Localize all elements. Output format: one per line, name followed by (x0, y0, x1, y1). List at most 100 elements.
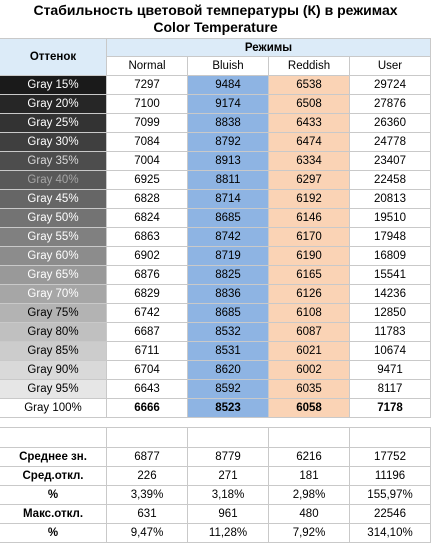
reddish-header: Reddish (269, 57, 350, 76)
value-reddish: 6433 (269, 114, 350, 133)
stat-value-normal: 6877 (107, 448, 188, 467)
value-bluish: 8838 (188, 114, 269, 133)
stat-value-bluish: 11,28% (188, 524, 269, 543)
value-reddish: 6538 (269, 76, 350, 95)
value-normal: 6824 (107, 209, 188, 228)
blank-cell (188, 428, 269, 448)
value-user: 12850 (350, 304, 431, 323)
value-bluish: 8836 (188, 285, 269, 304)
row-label: Gray 40% (0, 171, 107, 190)
value-bluish: 8825 (188, 266, 269, 285)
row-label: Gray 90% (0, 361, 107, 380)
stat-value-user: 314,10% (350, 524, 431, 543)
stat-value-user: 17752 (350, 448, 431, 467)
normal-header: Normal (107, 57, 188, 76)
value-user: 20813 (350, 190, 431, 209)
value-normal: 6829 (107, 285, 188, 304)
value-reddish: 6190 (269, 247, 350, 266)
stat-value-normal: 226 (107, 467, 188, 486)
row-label: Gray 80% (0, 323, 107, 342)
value-bluish: 9484 (188, 76, 269, 95)
blank-cell (107, 428, 188, 448)
row-label: Gray 70% (0, 285, 107, 304)
stat-value-reddish: 480 (269, 505, 350, 524)
blank-cell (350, 428, 431, 448)
stat-value-reddish: 2,98% (269, 486, 350, 505)
value-normal: 6704 (107, 361, 188, 380)
row-label: Gray 45% (0, 190, 107, 209)
row-label: Gray 30% (0, 133, 107, 152)
stat-label: Макс.откл. (0, 505, 107, 524)
value-user: 29724 (350, 76, 431, 95)
stat-value-user: 11196 (350, 467, 431, 486)
value-user: 7178 (350, 399, 431, 418)
value-reddish: 6474 (269, 133, 350, 152)
value-normal: 6711 (107, 342, 188, 361)
value-user: 19510 (350, 209, 431, 228)
value-bluish: 8685 (188, 209, 269, 228)
value-reddish: 6334 (269, 152, 350, 171)
row-label: Gray 85% (0, 342, 107, 361)
blank-cell (0, 428, 107, 448)
value-reddish: 6126 (269, 285, 350, 304)
stat-value-reddish: 7,92% (269, 524, 350, 543)
value-normal: 6687 (107, 323, 188, 342)
stat-value-user: 22546 (350, 505, 431, 524)
value-bluish: 8719 (188, 247, 269, 266)
value-normal: 7004 (107, 152, 188, 171)
temperature-table: Оттенок Режимы Normal Bluish Reddish Use… (0, 38, 431, 543)
table-spacer (0, 418, 431, 428)
value-normal: 6742 (107, 304, 188, 323)
value-normal: 6666 (107, 399, 188, 418)
stat-value-reddish: 181 (269, 467, 350, 486)
value-reddish: 6297 (269, 171, 350, 190)
row-label: Gray 95% (0, 380, 107, 399)
user-header: User (350, 57, 431, 76)
value-reddish: 6170 (269, 228, 350, 247)
value-bluish: 8523 (188, 399, 269, 418)
stat-value-reddish: 6216 (269, 448, 350, 467)
value-normal: 6828 (107, 190, 188, 209)
stat-label: Сред.откл. (0, 467, 107, 486)
value-reddish: 6508 (269, 95, 350, 114)
row-label: Gray 75% (0, 304, 107, 323)
value-user: 24778 (350, 133, 431, 152)
value-user: 16809 (350, 247, 431, 266)
stat-value-bluish: 3,18% (188, 486, 269, 505)
value-user: 10674 (350, 342, 431, 361)
bluish-header: Bluish (188, 57, 269, 76)
stat-value-normal: 9,47% (107, 524, 188, 543)
modes-header: Режимы (107, 38, 431, 57)
value-bluish: 8714 (188, 190, 269, 209)
value-bluish: 8685 (188, 304, 269, 323)
row-label: Gray 65% (0, 266, 107, 285)
value-normal: 6925 (107, 171, 188, 190)
value-user: 26360 (350, 114, 431, 133)
value-bluish: 8792 (188, 133, 269, 152)
stat-value-bluish: 271 (188, 467, 269, 486)
stat-value-user: 155,97% (350, 486, 431, 505)
value-reddish: 6002 (269, 361, 350, 380)
value-bluish: 9174 (188, 95, 269, 114)
stat-label: % (0, 486, 107, 505)
table-title: Стабильность цветовой температуры (К) в … (0, 0, 431, 38)
stat-label: Среднее зн. (0, 448, 107, 467)
row-label: Gray 60% (0, 247, 107, 266)
value-reddish: 6146 (269, 209, 350, 228)
value-normal: 6643 (107, 380, 188, 399)
value-bluish: 8811 (188, 171, 269, 190)
value-bluish: 8620 (188, 361, 269, 380)
value-reddish: 6108 (269, 304, 350, 323)
value-bluish: 8592 (188, 380, 269, 399)
value-normal: 7084 (107, 133, 188, 152)
value-normal: 7297 (107, 76, 188, 95)
value-user: 22458 (350, 171, 431, 190)
value-reddish: 6021 (269, 342, 350, 361)
value-user: 17948 (350, 228, 431, 247)
value-reddish: 6058 (269, 399, 350, 418)
value-user: 27876 (350, 95, 431, 114)
value-reddish: 6087 (269, 323, 350, 342)
row-label: Gray 55% (0, 228, 107, 247)
stat-value-bluish: 961 (188, 505, 269, 524)
title-line-1: Стабильность цветовой температуры (К) в … (33, 2, 398, 18)
